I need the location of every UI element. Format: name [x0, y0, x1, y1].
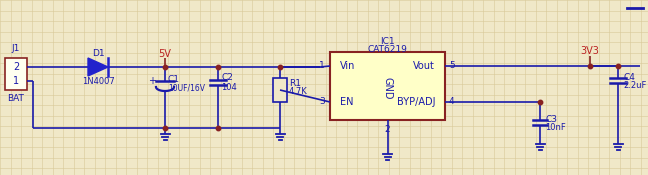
- Text: 104: 104: [221, 82, 237, 92]
- Text: C4: C4: [623, 74, 635, 82]
- Text: 5: 5: [449, 61, 455, 71]
- Text: +: +: [148, 76, 156, 86]
- FancyBboxPatch shape: [330, 52, 445, 120]
- Text: D1: D1: [91, 48, 104, 58]
- Text: BYP/ADJ: BYP/ADJ: [397, 97, 435, 107]
- Text: 5V: 5V: [159, 49, 172, 59]
- Text: 1: 1: [319, 61, 325, 71]
- Text: 10UF/16V: 10UF/16V: [168, 83, 205, 93]
- Text: BAT: BAT: [8, 94, 25, 103]
- Text: 1: 1: [13, 76, 19, 86]
- Text: IC1: IC1: [380, 37, 395, 47]
- Text: C3: C3: [545, 114, 557, 124]
- Text: Vout: Vout: [413, 61, 435, 71]
- Text: 2.2uF: 2.2uF: [623, 82, 646, 90]
- Polygon shape: [88, 58, 108, 76]
- Text: 2: 2: [385, 125, 390, 134]
- Text: C2: C2: [221, 72, 233, 82]
- FancyBboxPatch shape: [273, 78, 287, 102]
- Text: CAT6219: CAT6219: [367, 44, 408, 54]
- Text: 2: 2: [13, 62, 19, 72]
- Text: 4.7K: 4.7K: [289, 86, 308, 96]
- Text: 1N4007: 1N4007: [82, 76, 115, 86]
- Text: R1: R1: [289, 79, 301, 88]
- Text: 4: 4: [449, 97, 455, 107]
- Text: J1: J1: [12, 44, 20, 53]
- Text: 10nF: 10nF: [545, 124, 566, 132]
- FancyBboxPatch shape: [5, 58, 27, 90]
- Text: C1: C1: [168, 75, 180, 83]
- Text: Vin: Vin: [340, 61, 355, 71]
- Text: 3: 3: [319, 97, 325, 107]
- Text: EN: EN: [340, 97, 354, 107]
- Text: 3V3: 3V3: [581, 46, 599, 56]
- Text: GND: GND: [382, 77, 393, 99]
